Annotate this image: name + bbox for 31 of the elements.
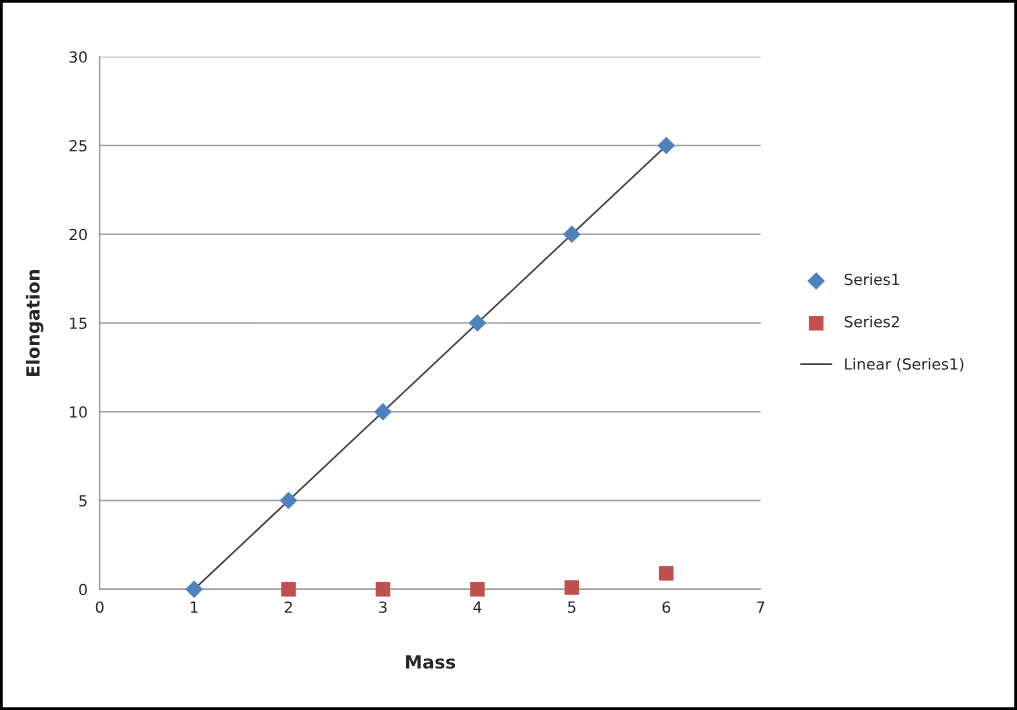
x-tick-label: 0 [95, 601, 104, 613]
x-axis-title: Mass [406, 655, 456, 669]
point [279, 491, 298, 510]
x-tick-label: 1 [190, 601, 198, 613]
x-tick-label: 2 [284, 601, 292, 613]
y-tick-label: 15 [70, 317, 87, 330]
point [185, 580, 203, 599]
point [564, 580, 580, 595]
y-tick-label: 20 [69, 228, 87, 241]
x-tick-label: 7 [757, 601, 765, 613]
x-tick-label: 5 [568, 601, 576, 613]
x-tick-label: 3 [379, 601, 387, 613]
point [468, 314, 487, 332]
y-tick-label: 5 [79, 495, 87, 507]
x-tick-label: 4 [473, 601, 482, 613]
x-tick-label: 6 [662, 601, 671, 613]
legend-label: Linear (Series1) [845, 357, 964, 372]
point [657, 136, 676, 155]
point [375, 582, 391, 597]
y-tick-label: 30 [69, 51, 87, 63]
point [374, 403, 392, 421]
point [470, 582, 485, 597]
y-tick-label: 0 [79, 583, 87, 596]
legend-label: Series2 [844, 315, 899, 328]
point [659, 566, 674, 581]
point [281, 582, 296, 597]
y-axis-title: Elongation [25, 269, 44, 376]
y-tick-label: 25 [69, 140, 87, 152]
point [563, 225, 581, 244]
legend-label: Series1 [844, 273, 899, 286]
y-tick-label: 10 [70, 406, 87, 418]
